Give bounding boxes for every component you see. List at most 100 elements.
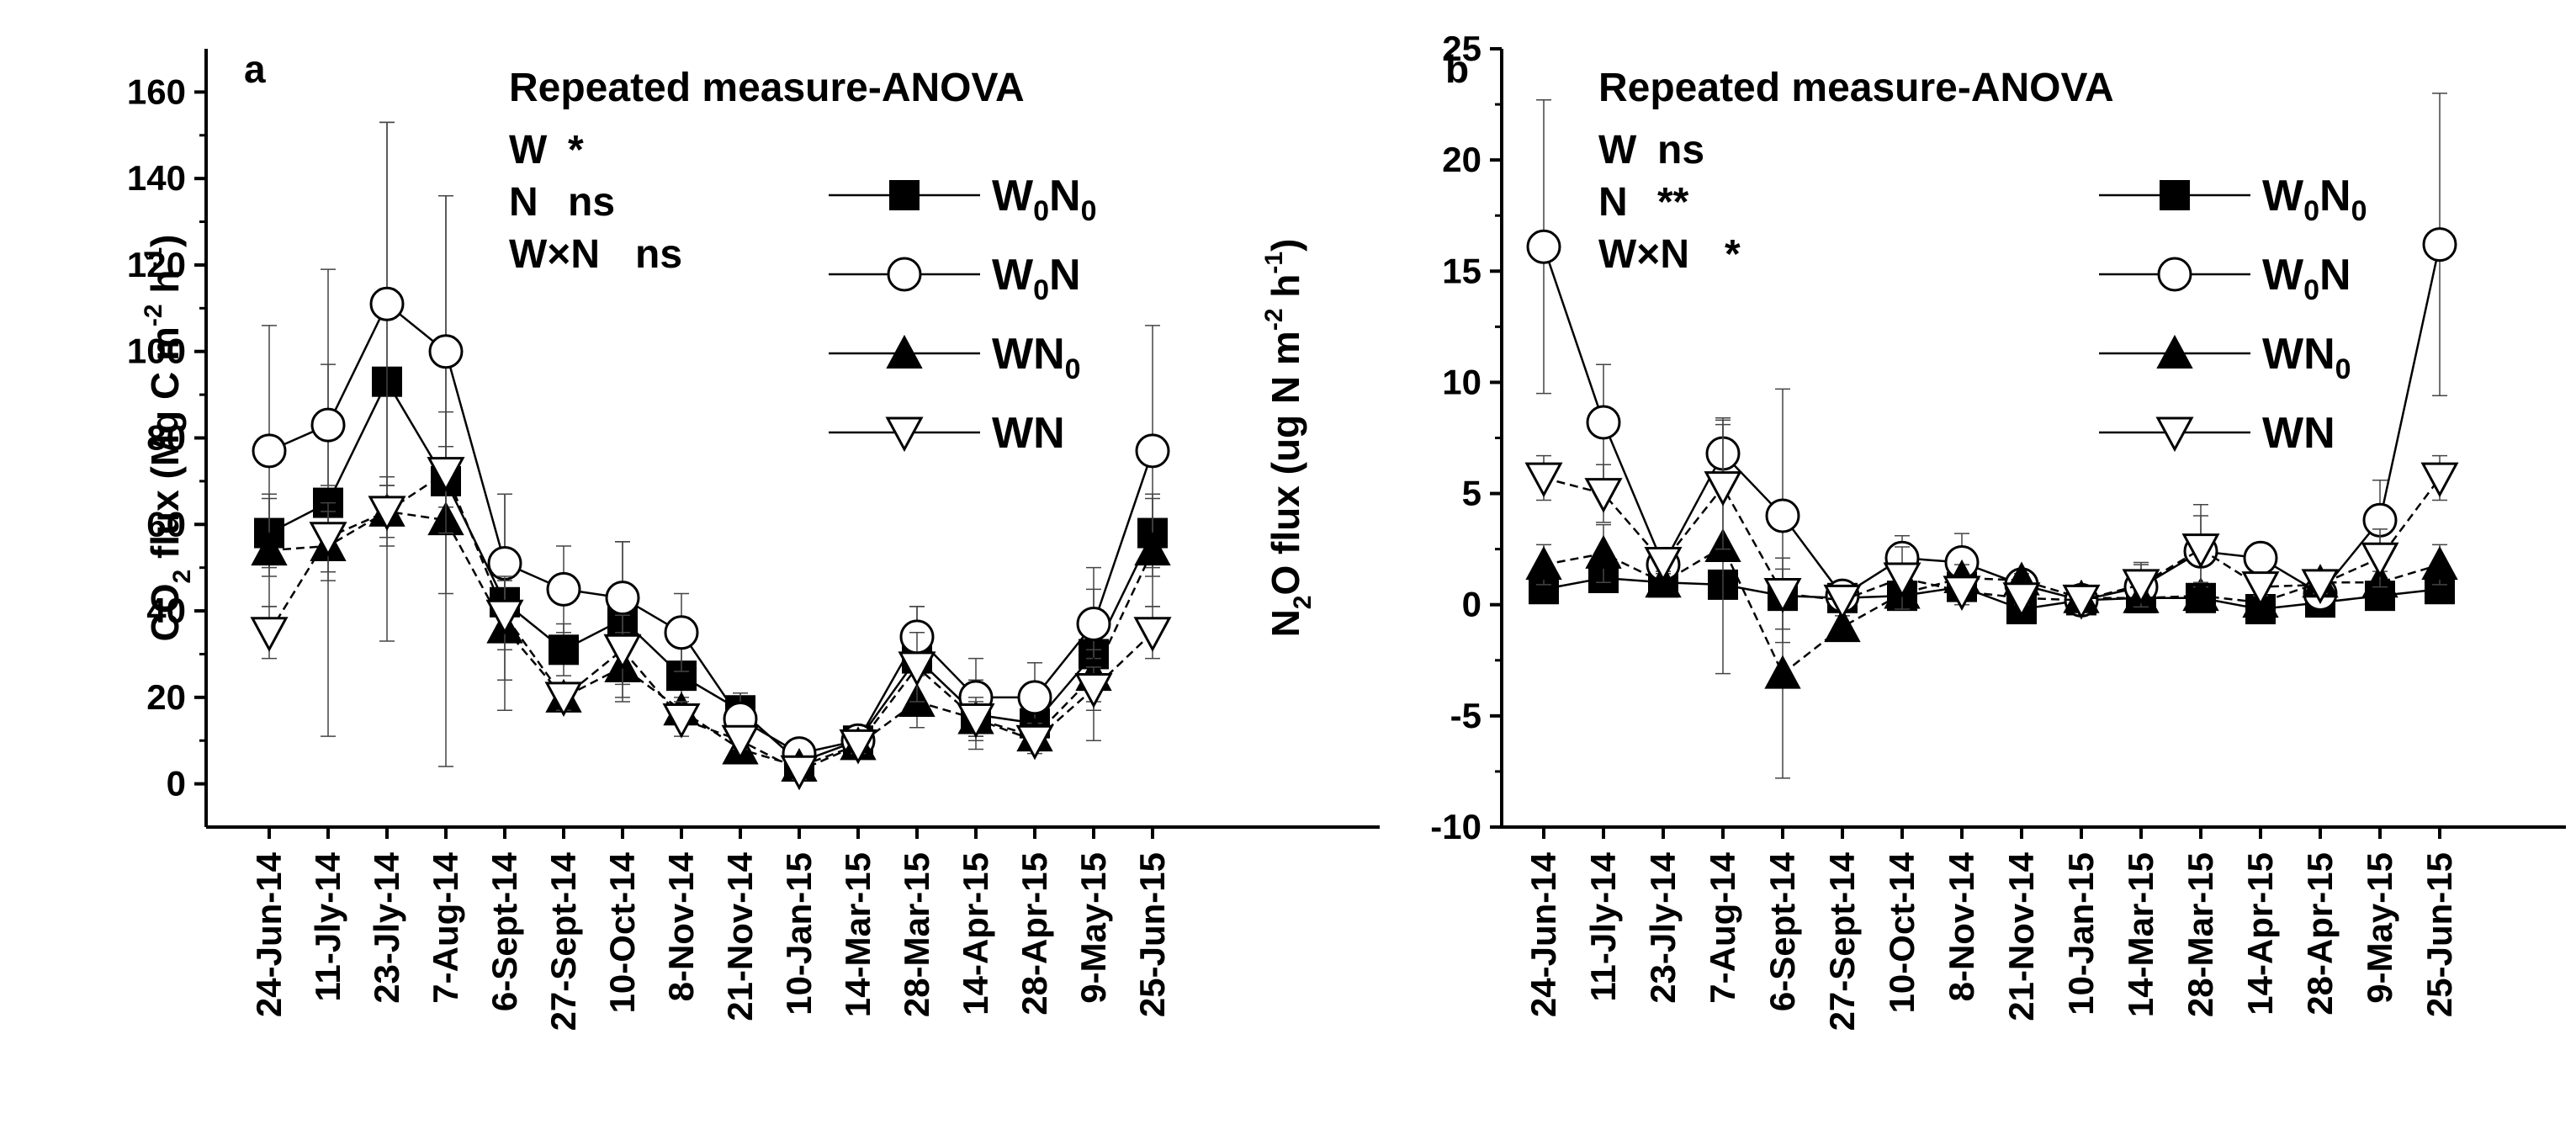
y-tick-label: 0 <box>167 764 186 804</box>
legend-label: WN <box>2262 409 2335 458</box>
legend-label: WN0 <box>992 330 1081 385</box>
data-point <box>428 334 464 369</box>
legend-label: W0N0 <box>992 172 1097 227</box>
data-point <box>2420 462 2459 498</box>
x-tick-label: 25-Jun-15 <box>2420 852 2459 1017</box>
x-tick-label: 11-Jly-14 <box>308 851 347 1001</box>
x-tick-label: 7-Aug-14 <box>426 851 465 1003</box>
x-tick-label: 14-Apr-15 <box>956 852 995 1016</box>
y-tick-label: 5 <box>1462 474 1481 513</box>
data-point <box>1134 532 1171 566</box>
data-point <box>1076 606 1111 641</box>
data-point <box>544 682 583 717</box>
x-tick-label: 25-Jun-15 <box>1132 852 1172 1017</box>
data-point <box>1943 575 1981 612</box>
data-point <box>664 615 699 650</box>
y-axis-label-text: flux (Mg C m <box>143 326 187 570</box>
y-tick-label: 100 <box>127 331 186 371</box>
panel-letter: a <box>244 47 266 91</box>
data-point <box>250 617 289 652</box>
data-point <box>1586 405 1621 440</box>
y-axis-label-superscript: -1 <box>1260 252 1288 274</box>
series-line <box>1543 545 2441 676</box>
y-tick-label: 0 <box>1462 585 1481 624</box>
legend-label: WN <box>992 409 1065 458</box>
anova-row-value: ** <box>1657 180 1689 225</box>
y-axis-label-text: h <box>143 269 187 304</box>
y-tick-label: -10 <box>1430 807 1481 846</box>
y-axis-label: N2O flux (ug N m-2 h-1) <box>1260 239 1317 638</box>
y-tick-label: 10 <box>1442 362 1481 401</box>
x-tick-label: 10-Oct-14 <box>1882 851 1921 1013</box>
data-point <box>2422 227 2457 263</box>
legend-label-w: W <box>992 172 1034 220</box>
data-point <box>1074 673 1113 708</box>
y-axis-label: CO2 flux (Mg C m-2 h-1) <box>140 234 196 641</box>
x-tick-label: 11-Jly-14 <box>1583 851 1623 1001</box>
data-point <box>2181 533 2220 569</box>
x-tick-label: 8-Nov-14 <box>661 851 701 1001</box>
anova-row-label: N <box>1598 180 1628 225</box>
y-tick-label: 20 <box>1442 140 1481 179</box>
data-point <box>1764 655 1801 689</box>
x-tick-label: 14-Mar-15 <box>2121 852 2160 1017</box>
legend-marker <box>2160 180 2190 210</box>
series-WN <box>1524 423 2459 630</box>
data-point <box>2122 569 2160 605</box>
anova-row-value: * <box>1725 232 1741 277</box>
legend-label-n: N <box>2303 409 2335 458</box>
data-point <box>1704 471 1742 507</box>
data-point <box>252 433 287 469</box>
y-tick-label: 20 <box>146 677 186 717</box>
y-axis-label-subscript: 2 <box>168 570 196 584</box>
x-tick-label: 21-Nov-14 <box>720 851 760 1021</box>
data-point <box>549 634 579 666</box>
data-point <box>368 496 406 532</box>
legend-label-sub: 0 <box>1081 195 1097 227</box>
legend-label: W0N <box>992 251 1081 306</box>
x-tick-label: 14-Mar-15 <box>838 852 877 1017</box>
x-tick-label: 28-Apr-15 <box>1015 852 1054 1016</box>
data-point <box>1526 229 1561 264</box>
legend-label-sub: 0 <box>2303 274 2319 306</box>
x-tick-label: 6-Sept-14 <box>1762 851 1802 1011</box>
data-point <box>2243 540 2278 575</box>
legend-label-sub: 0 <box>1065 353 1081 385</box>
panel-letter: b <box>1445 47 1469 91</box>
data-point <box>2241 571 2280 607</box>
data-point <box>1524 462 1563 498</box>
legend-label-n: N <box>2319 251 2351 300</box>
legend-entry-W0N: W0N <box>829 251 1081 306</box>
legend-label: WN0 <box>2262 330 2351 385</box>
x-tick-label: 27-Sept-14 <box>1822 851 1862 1031</box>
legend-entry-W0N0: W0N0 <box>829 172 1097 227</box>
legend-label: W0N <box>2262 251 2351 306</box>
x-tick-label: 9-May-15 <box>1073 852 1113 1004</box>
x-tick-label: 14-Apr-15 <box>2240 852 2280 1016</box>
legend-marker <box>887 257 922 292</box>
x-tick-label: 24-Jun-14 <box>249 851 289 1017</box>
data-point <box>2002 582 2041 618</box>
data-point <box>427 457 465 492</box>
legend-label-sub: 0 <box>1033 195 1049 227</box>
y-axis-label-subscript: 2 <box>1289 596 1317 610</box>
x-tick-label: 23-Jly-14 <box>367 851 406 1003</box>
data-point <box>2361 542 2399 578</box>
data-point <box>839 729 877 765</box>
legend-label-sub: 0 <box>2335 353 2351 385</box>
legend-label-n: N <box>2303 330 2335 379</box>
data-point <box>662 703 701 739</box>
y-axis-label-superscript: -1 <box>140 247 167 270</box>
data-point <box>605 581 640 616</box>
anova-row-label: N <box>509 180 538 225</box>
legend-marker <box>2157 257 2192 292</box>
legend-marker <box>886 334 923 369</box>
y-axis-label-text: O flux (ug N m <box>1264 331 1307 595</box>
y-tick-label: 80 <box>146 418 186 458</box>
legend-entry-WN: WN <box>829 409 1065 458</box>
data-point <box>2062 584 2101 620</box>
anova-title: Repeated measure-ANOVA <box>509 66 1025 110</box>
legend-marker <box>885 416 924 453</box>
legend-entry-W0N: W0N <box>2099 251 2351 306</box>
